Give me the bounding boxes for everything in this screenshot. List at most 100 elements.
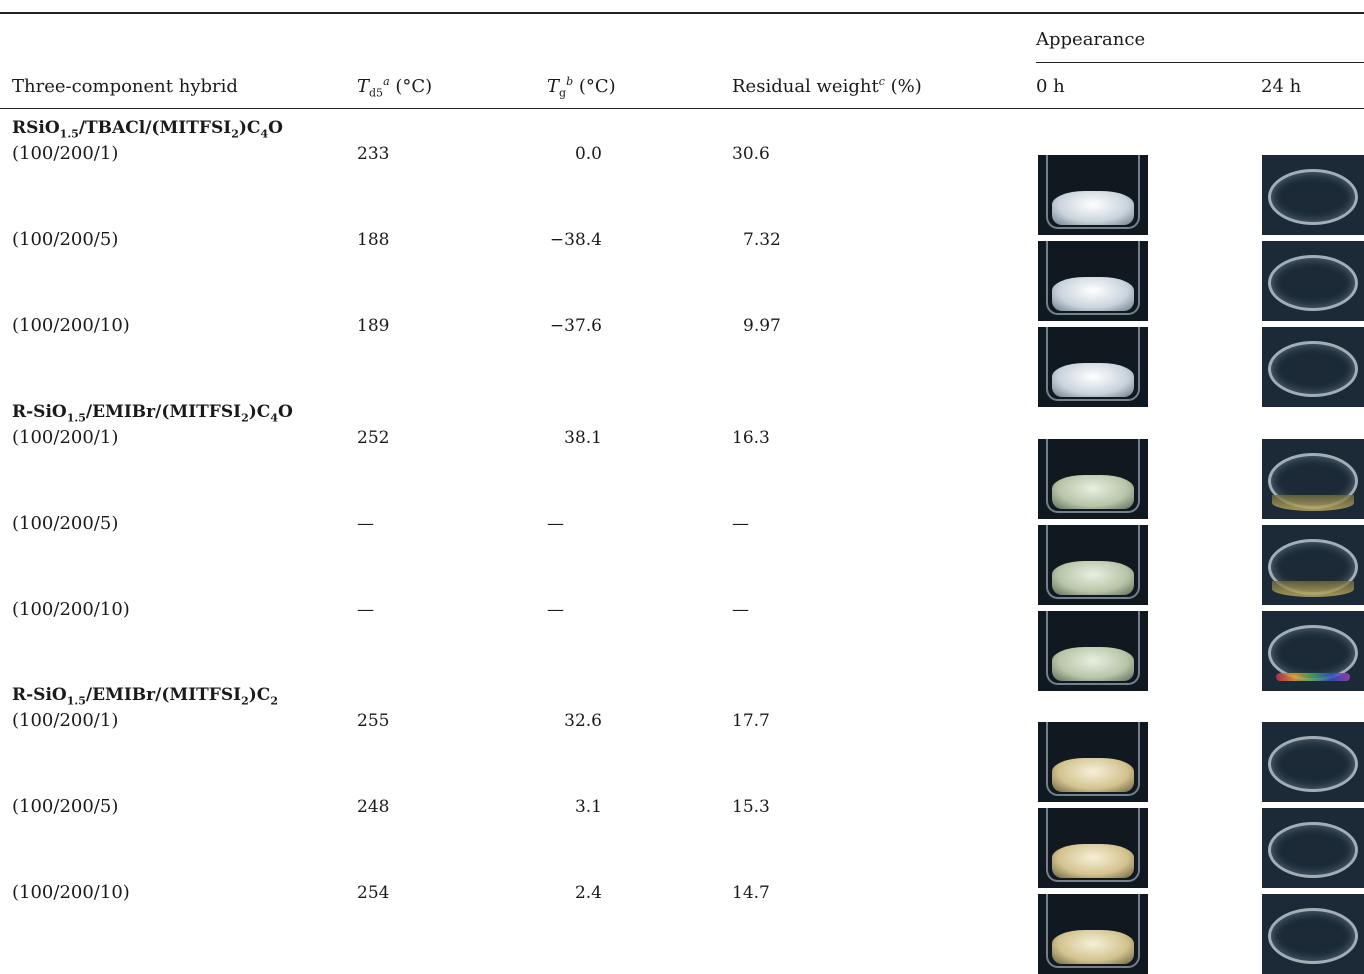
header-rule [0,108,1364,109]
vial-rim [1268,169,1358,225]
group-label-subscript: 4 [260,127,269,141]
row-ratio: (100/200/5) [12,229,119,250]
appearance-24h-photo [1262,722,1364,802]
group-label-subscript: 2 [241,411,249,425]
group-label-subscript: 2 [270,694,278,708]
row-ratio: (100/200/10) [12,315,130,336]
group-label-part: O [268,118,283,138]
cell-td5: — [357,600,374,620]
cell-tg: 3.1 [574,797,602,817]
col-header-tg: Tgb (°C) [547,75,616,100]
cell-residual: 15.3 [732,797,770,817]
vial-solid-content [1052,191,1134,225]
group-label-subscript: 1.5 [66,411,86,425]
appearance-24h-photo [1262,327,1364,407]
vial-rim [1268,908,1358,964]
td5-unit: (°C) [389,76,433,97]
td5-subscript: d5 [369,86,384,100]
group-label-part: R-SiO [12,402,67,422]
cell-td5: 188 [357,230,390,250]
cell-tg: 2.4 [574,883,602,903]
vial-rim [1268,255,1358,311]
vial-solid-content [1052,475,1134,509]
appearance-24h-photo [1262,439,1364,519]
vial-rim [1268,341,1358,397]
cell-residual: 17.7 [732,711,770,731]
vial-rim [1268,822,1358,878]
col-header-24h: 24 h [1261,76,1302,97]
appearance-24h-photo [1262,611,1364,691]
row-ratio: (100/200/10) [12,882,130,903]
vial-rim [1268,736,1358,792]
row-ratio: (100/200/1) [12,143,119,164]
vial-glass [1046,155,1140,229]
col-header-residual: Residual weightc (%) [732,76,922,97]
residual-label: Residual weight [732,76,879,97]
cell-tg: 0.0 [574,144,602,164]
vial-glass [1046,722,1140,796]
appearance-0h-photo [1038,894,1148,974]
vial-glass [1046,611,1140,685]
vial-solid-content [1052,758,1134,792]
td5-symbol: T [357,76,370,97]
vial-solid-content [1052,277,1134,311]
cell-residual: — [732,514,749,534]
col-header-appearance: Appearance [1036,29,1146,50]
group-label-part: )C [248,402,271,422]
cell-tg: −38.4 [549,230,602,250]
cell-tg: −37.6 [549,316,602,336]
appearance-24h-photo [1262,155,1364,235]
vial-solid-content [1052,363,1134,397]
group-label-part: RSiO [12,118,60,138]
cell-td5: 252 [357,428,390,448]
vial-glass [1046,327,1140,401]
appearance-24h-photo [1262,808,1364,888]
tg-footnote: b [566,75,574,88]
vial-glass [1046,808,1140,882]
group-label-part: O [278,402,293,422]
group-label-part: )C [238,118,261,138]
group-label-subscript: 1.5 [59,127,79,141]
td5-footnote: a [383,75,390,88]
group-label-subscript: 1.5 [66,694,86,708]
tg-unit: (°C) [573,76,616,97]
vial-solid-content [1052,561,1134,595]
col-header-hybrid: Three-component hybrid [12,76,238,97]
residual-footnote: c [878,75,885,88]
group-label-part: /TBACl/(MITFSI [78,118,232,138]
group-label-part: R-SiO [12,685,67,705]
group-label-subscript: 2 [241,694,249,708]
group-label-subscript: 4 [270,411,278,425]
cell-residual: 30.6 [732,144,770,164]
group-label-part: /EMIBr/(MITFSI [85,685,242,705]
cell-td5: — [357,514,374,534]
row-ratio: (100/200/1) [12,710,119,731]
tg-subscript: g [559,86,567,100]
appearance-0h-photo [1038,722,1148,802]
row-ratio: (100/200/1) [12,427,119,448]
group-label-part: /EMIBr/(MITFSI [85,402,242,422]
cell-td5: 254 [357,883,390,903]
appearance-24h-photo [1262,241,1364,321]
cell-tg: — [547,514,564,534]
vial-liquid [1272,581,1354,597]
appearance-0h-photo [1038,439,1148,519]
vial-glass [1046,525,1140,599]
cell-residual: 14.7 [732,883,770,903]
vial-solid-content [1052,647,1134,681]
cell-td5: 233 [357,144,390,164]
cell-residual: 7.32 [743,230,781,250]
cell-tg: 32.6 [564,711,602,731]
appearance-24h-photo [1262,525,1364,605]
cell-residual: 16.3 [732,428,770,448]
vial-glass [1046,439,1140,513]
cell-tg: — [547,600,564,620]
row-ratio: (100/200/5) [12,796,119,817]
cell-td5: 189 [357,316,390,336]
row-ratio: (100/200/5) [12,513,119,534]
vial-glass [1046,241,1140,315]
group-label: RSiO1.5/TBACl/(MITFSI2)C4O [12,118,283,141]
cell-td5: 255 [357,711,390,731]
cell-td5: 248 [357,797,390,817]
appearance-0h-photo [1038,808,1148,888]
